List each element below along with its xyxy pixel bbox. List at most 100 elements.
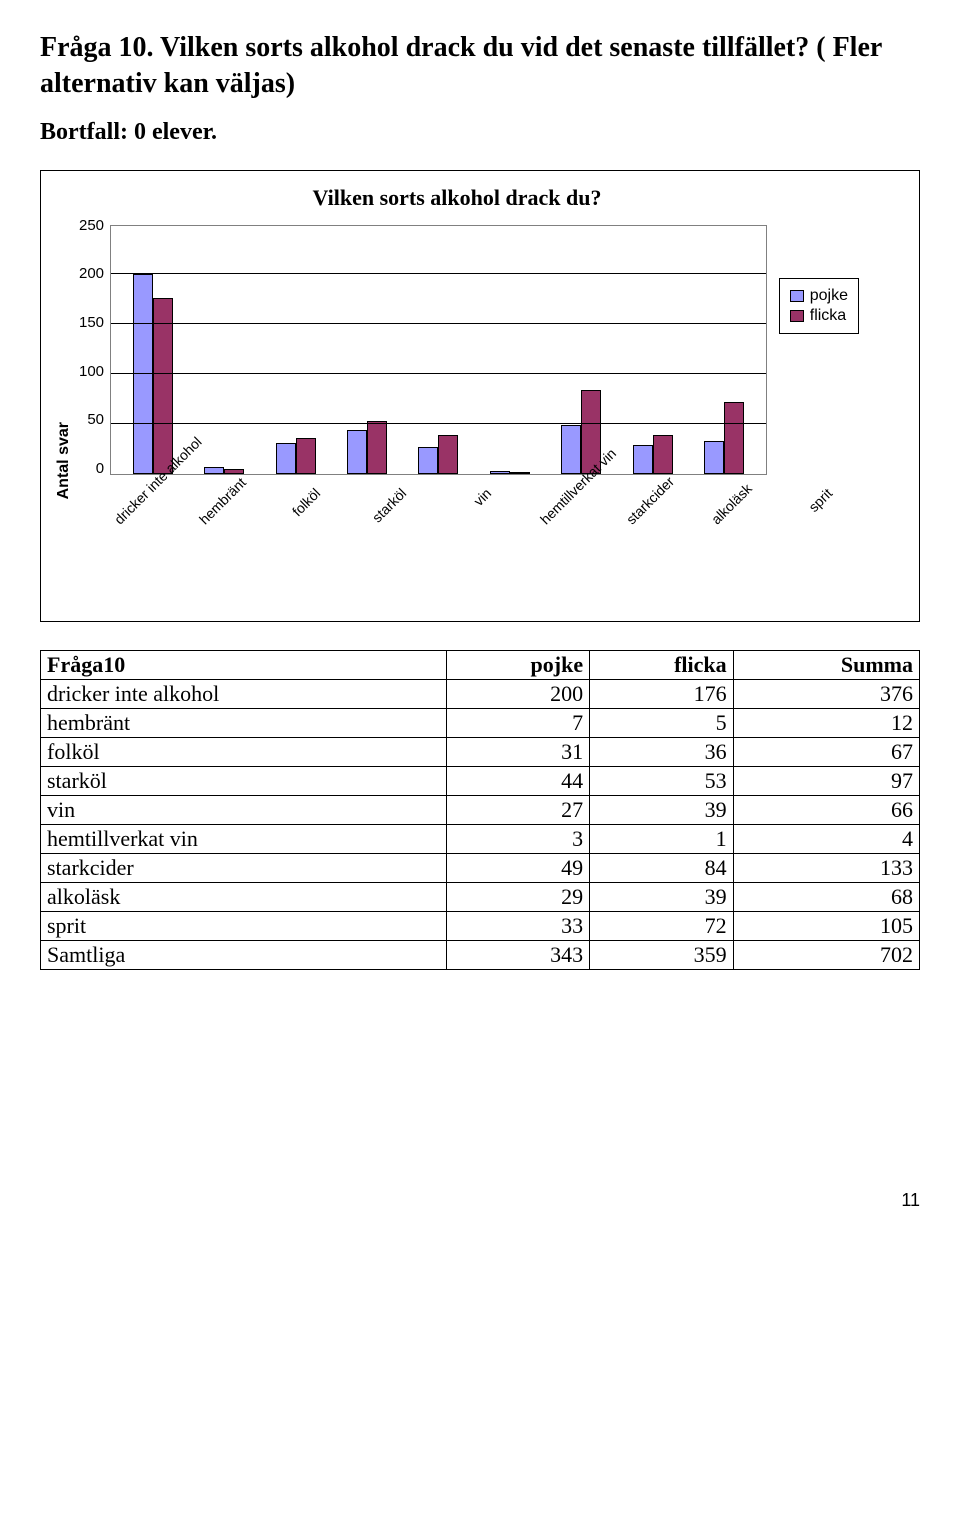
chart-ytick: 150 [79,314,104,331]
page-number: 11 [40,1190,920,1211]
table-cell: 72 [590,911,734,940]
chart-ytick: 100 [79,363,104,380]
table-cell: 31 [446,737,590,766]
table-header-cell: flicka [590,650,734,679]
legend-label: pojke [810,287,848,305]
chart-ytick: 50 [87,411,104,428]
table-row: hembränt7512 [41,708,920,737]
legend-swatch [790,310,804,322]
chart-bar-group [202,467,246,474]
chart-bar-group [488,471,532,474]
chart-bar [724,402,744,474]
table-cell: 36 [590,737,734,766]
table-cell: 84 [590,853,734,882]
table-cell: 4 [733,824,919,853]
table-row: alkoläsk293968 [41,882,920,911]
table-cell: 359 [590,940,734,969]
table-cell: 53 [590,766,734,795]
table-cell: 7 [446,708,590,737]
table-cell: starkcider [41,853,447,882]
table-cell: 29 [446,882,590,911]
table-row: hemtillverkat vin314 [41,824,920,853]
table-cell: 200 [446,679,590,708]
chart-title: Vilken sorts alkohol drack du? [55,185,859,211]
table-cell: 44 [446,766,590,795]
chart-bar-group [131,274,175,474]
table-cell: 133 [733,853,919,882]
chart-ytick: 0 [96,460,104,477]
table-header-cell: pojke [446,650,590,679]
chart-xlabels: dricker inte alkoholhembräntfolkölstarkö… [79,481,859,497]
table-cell: 33 [446,911,590,940]
table-cell: hembränt [41,708,447,737]
chart-bar [296,438,316,474]
table-row: sprit3372105 [41,911,920,940]
table-row: vin273966 [41,795,920,824]
chart-bar [367,421,387,474]
chart-bar [653,435,673,474]
chart-bar [418,447,438,474]
table-cell: 176 [590,679,734,708]
page-heading: Fråga 10. Vilken sorts alkohol drack du … [40,30,920,103]
chart-bar-group [416,435,460,474]
table-cell: 68 [733,882,919,911]
data-table: Fråga10pojkeflickaSumma dricker inte alk… [40,650,920,970]
table-row: folköl313667 [41,737,920,766]
table-cell: 3 [446,824,590,853]
table-header-cell: Summa [733,650,919,679]
chart-bar-group [345,421,389,474]
chart-ytick: 200 [79,265,104,282]
chart-ylabel: Antal svar [55,332,73,499]
legend-label: flicka [810,307,846,325]
table-cell: vin [41,795,447,824]
table-cell: 1 [590,824,734,853]
chart-bar [510,472,530,474]
chart-bar-group [274,438,318,474]
table-header-cell: Fråga10 [41,650,447,679]
table-cell: folköl [41,737,447,766]
table-cell: 97 [733,766,919,795]
chart-gridline [111,323,766,324]
chart-bar [204,467,224,474]
table-cell: alkoläsk [41,882,447,911]
chart-bar-group [631,435,675,474]
table-cell: 376 [733,679,919,708]
chart-bar [704,441,724,474]
chart-ytick: 250 [79,217,104,234]
chart-plot-area [110,225,767,475]
chart-yticks: 250 200 150 100 50 0 [79,217,104,477]
table-cell: starköl [41,766,447,795]
table-cell: hemtillverkat vin [41,824,447,853]
table-cell: 67 [733,737,919,766]
table-cell: 12 [733,708,919,737]
table-cell: 39 [590,795,734,824]
table-cell: 27 [446,795,590,824]
legend-swatch [790,290,804,302]
table-cell: 343 [446,940,590,969]
chart-bar [561,425,581,474]
chart-bar-group [702,402,746,474]
bortfall-text: Bortfall: 0 elever. [40,119,920,146]
chart-gridline [111,423,766,424]
chart-bar [153,298,173,474]
table-cell: 105 [733,911,919,940]
chart-gridline [111,373,766,374]
chart-container: Vilken sorts alkohol drack du? Antal sva… [40,170,920,622]
table-cell: 702 [733,940,919,969]
table-cell: dricker inte alkohol [41,679,447,708]
table-cell: 66 [733,795,919,824]
chart-gridline [111,273,766,274]
chart-bar [490,471,510,474]
table-cell: sprit [41,911,447,940]
table-row: Samtliga343359702 [41,940,920,969]
chart-bar [133,274,153,474]
legend-item: pojke [790,287,848,305]
chart-bar [438,435,458,474]
table-cell: 49 [446,853,590,882]
chart-bar [276,443,296,474]
chart-bar [224,469,244,474]
table-row: starköl445397 [41,766,920,795]
table-row: dricker inte alkohol200176376 [41,679,920,708]
table-cell: 5 [590,708,734,737]
chart-bar [347,430,367,474]
